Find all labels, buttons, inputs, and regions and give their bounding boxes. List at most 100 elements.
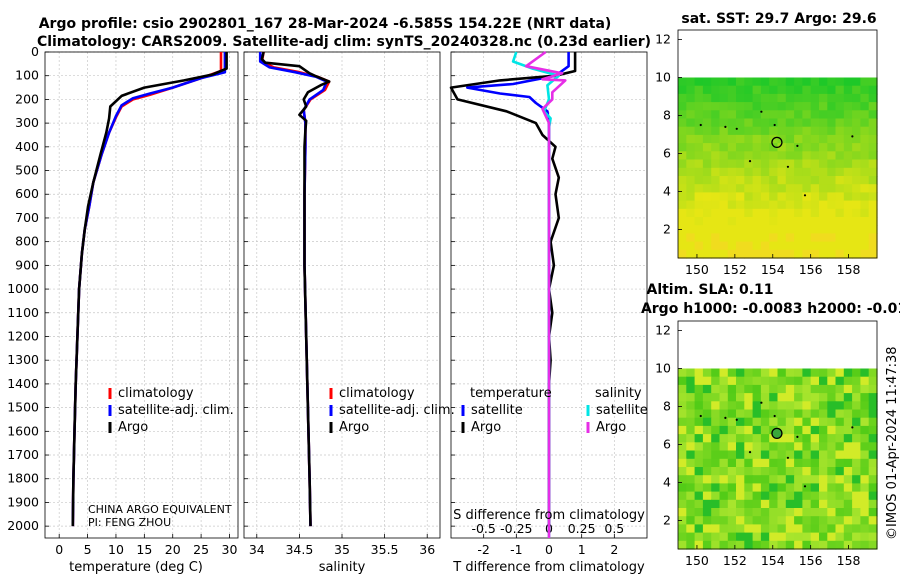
heatmap-cell [686,508,696,517]
heatmap-cell [810,176,820,185]
heatmap-cell [727,217,737,226]
heatmap-cell [736,393,745,402]
heatmap-cell [843,376,853,386]
heatmap-cell [860,393,870,402]
heatmap-cell [860,384,870,394]
heatmap-cell [785,393,795,402]
heatmap-cell [711,499,721,509]
heatmap-cell [868,458,878,468]
heatmap-cell [736,475,745,484]
heatmap-cell [686,159,696,169]
heatmap-cell [678,184,687,193]
heatmap-cell [686,134,696,144]
heatmap-cell [802,93,812,103]
heatmap-cell [835,532,845,542]
heatmap-cell [769,241,779,251]
heatmap-cell [744,540,754,550]
heatmap-cell [678,233,687,243]
heatmap-cell [744,159,754,169]
heatmap-cell [819,143,828,152]
heatmap-cell [868,134,878,144]
heatmap-cell [678,208,687,218]
heatmap-cell [752,532,762,542]
heatmap-cell [752,376,762,386]
heatmap-cell [752,225,762,234]
heatmap-cell [860,475,870,484]
heatmap-cell [827,176,837,185]
heatmap-cell [744,176,754,185]
heatmap-cell [719,450,729,460]
heatmap-cell [760,475,770,484]
heatmap-cell [769,491,779,501]
heatmap-cell [686,225,696,234]
x-tick-label: -2 [477,542,489,557]
heatmap-cell [810,524,820,534]
heatmap-cell [769,217,779,226]
heatmap-cell [802,409,812,419]
heatmap-cell [760,524,770,534]
heatmap-cell [777,200,787,210]
island-speck [748,160,752,163]
heatmap-cell [727,532,737,542]
heatmap-cell [843,134,853,144]
heatmap-cell [769,200,779,210]
heatmap-cell [744,225,754,234]
heatmap-cell [769,102,779,111]
heatmap-cell [702,184,712,193]
heatmap-cell [843,401,853,411]
heatmap-cell [785,126,795,136]
heatmap-cell [827,167,837,177]
heatmap-cell [727,102,737,111]
main-title-line1: Argo profile: csio 2902801_167 28-Mar-20… [39,16,612,32]
heatmap-cell [860,409,870,419]
heatmap-cell [802,458,812,468]
heatmap-cell [843,167,853,177]
x-tick-label: 30 [222,542,238,557]
heatmap-cell [694,458,704,468]
y-tick-label: 300 [15,115,39,130]
heatmap-cell [852,467,861,476]
heatmap-cell [868,524,878,534]
heatmap-cell [827,499,837,509]
y-tick-label: 8 [663,399,671,414]
y-tick-label: 1600 [7,423,39,438]
heatmap-cell [719,77,729,87]
heatmap-cell [694,151,704,161]
heatmap-cell [736,143,745,152]
heatmap-cell [843,233,853,243]
heatmap-cell [744,85,754,95]
heatmap-cell [802,425,812,435]
heatmap-cell [794,401,803,411]
heatmap-cell [694,77,704,87]
heatmap-cell [744,442,754,452]
heatmap-cell [752,401,762,411]
heatmap-cell [686,516,696,525]
heatmap-cell [727,233,737,243]
heatmap-cell [727,159,737,169]
heatmap-cell [769,118,779,128]
heatmap-cell [810,458,820,468]
heatmap-cell [794,110,803,120]
heatmap-cell [827,508,837,517]
heatmap-cell [868,491,878,501]
heatmap-cell [736,167,745,177]
heatmap-cell [752,491,762,501]
x-tick-label: 2 [610,542,618,557]
heatmap-cell [760,200,770,210]
heatmap-cell [678,110,687,120]
heatmap-cell [835,102,845,111]
heatmap-cell [736,151,745,161]
heatmap-cell [711,110,721,120]
heatmap-cell [752,249,762,259]
series-line-s-argo [524,50,567,538]
heatmap-cell [852,77,861,87]
heatmap-cell [819,184,828,193]
heatmap-cell [802,524,812,534]
heatmap-cell [819,167,828,177]
heatmap-cell [752,368,762,378]
heatmap-cell [802,85,812,95]
heatmap-cell [794,516,803,525]
heatmap-cell [802,401,812,411]
heatmap-cell [802,393,812,402]
